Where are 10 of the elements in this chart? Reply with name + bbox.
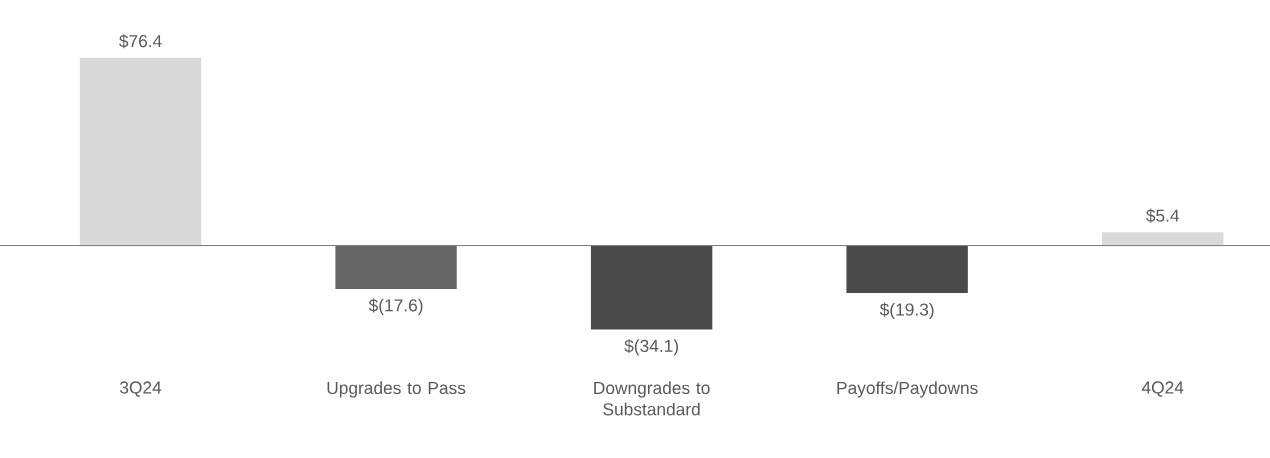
- data-label: $(17.6): [368, 298, 423, 315]
- x-tick-label: Upgrades to Pass: [327, 381, 466, 398]
- data-label: $(19.3): [879, 302, 934, 320]
- x-tick-label: 4Q24: [1141, 381, 1184, 397]
- data-label: $76.4: [119, 34, 162, 49]
- x-tick-label: Payoffs/Paydowns: [837, 381, 978, 398]
- x-tick-label: 3Q24: [120, 381, 162, 397]
- data-label: $(34.1): [624, 339, 678, 356]
- data-label: $5.4: [1146, 208, 1180, 223]
- x-tick-label: Downgrades to Substandard: [594, 381, 710, 416]
